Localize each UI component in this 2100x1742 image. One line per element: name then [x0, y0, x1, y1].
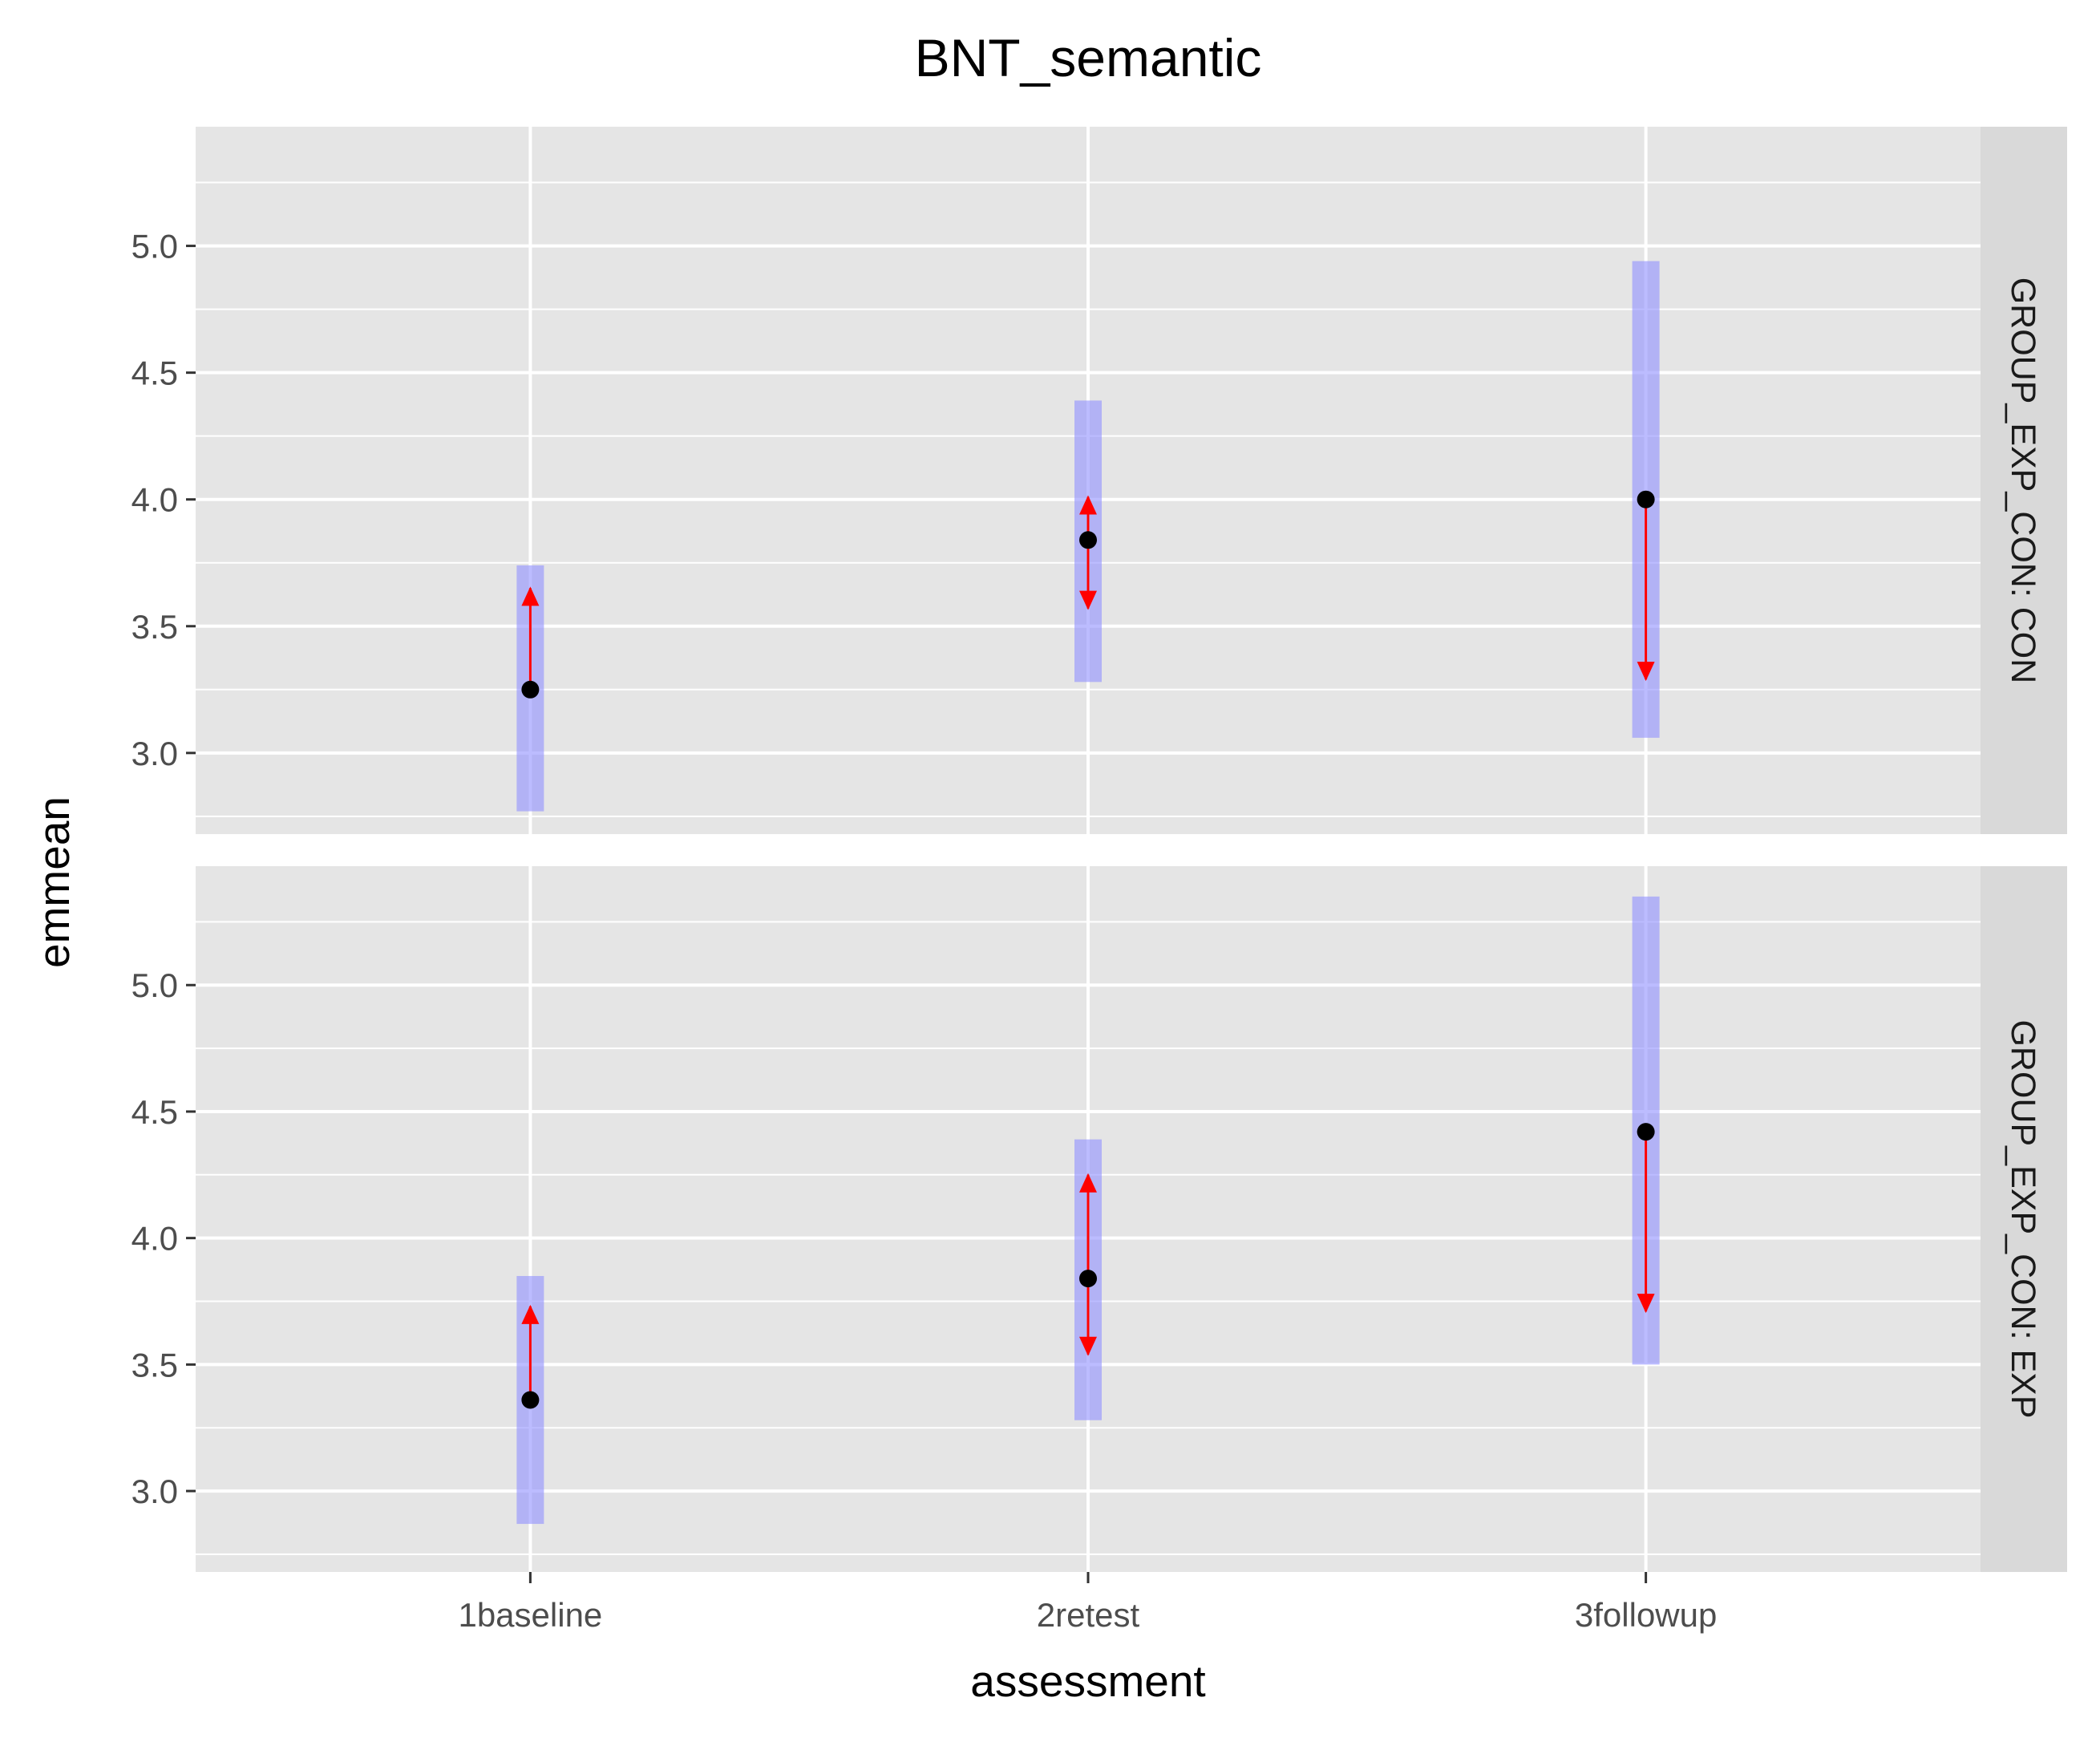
emmean-point	[1079, 531, 1097, 549]
facet-panels: 3.0 3.5 4.0 4.5 5.0 GROUP_EXP_CON: CON 3.0 3.5 4…	[132, 127, 2067, 1572]
y-tick-label: 3.5	[132, 608, 178, 646]
emmean-point	[1637, 490, 1655, 508]
facet-panel-2: 3.0 3.5 4.0 4.5 5.0 GROUP_EXP_CON: EXP	[132, 866, 2067, 1572]
y-tick-label: 5.0	[132, 228, 178, 265]
emmean-point	[1079, 1270, 1097, 1288]
y-tick-label: 5.0	[132, 966, 178, 1004]
emmean-point	[521, 1391, 540, 1409]
y-tick-label: 4.5	[132, 354, 178, 392]
facet-strip-label: GROUP_EXP_CON: EXP	[2004, 1019, 2042, 1418]
facet-strip	[1981, 866, 2067, 1572]
emmean-point	[1637, 1123, 1655, 1141]
chart-title: BNT_semantic	[915, 28, 1262, 87]
x-tick-label: 2retest	[1037, 1596, 1140, 1634]
facet-panel-1: 3.0 3.5 4.0 4.5 5.0 GROUP_EXP_CON: CON	[132, 127, 2067, 834]
x-axis-title: assessment	[970, 1656, 1205, 1706]
y-tick-label: 4.5	[132, 1093, 178, 1131]
facet-strip-label: GROUP_EXP_CON: CON	[2004, 278, 2042, 684]
emmean-point	[521, 680, 540, 699]
x-tick-label: 3followup	[1575, 1596, 1717, 1634]
facet-strip	[1981, 127, 2067, 834]
y-tick-label: 3.0	[132, 735, 178, 772]
y-axis-title: emmean	[29, 796, 79, 968]
y-tick-label: 3.0	[132, 1473, 178, 1510]
x-tick-label: 1baseline	[458, 1596, 602, 1634]
y-tick-label: 4.0	[132, 481, 178, 519]
x-axis: 1baseline 2retest 3followup	[458, 1572, 1717, 1634]
y-tick-label: 3.5	[132, 1346, 178, 1383]
y-tick-label: 4.0	[132, 1220, 178, 1258]
